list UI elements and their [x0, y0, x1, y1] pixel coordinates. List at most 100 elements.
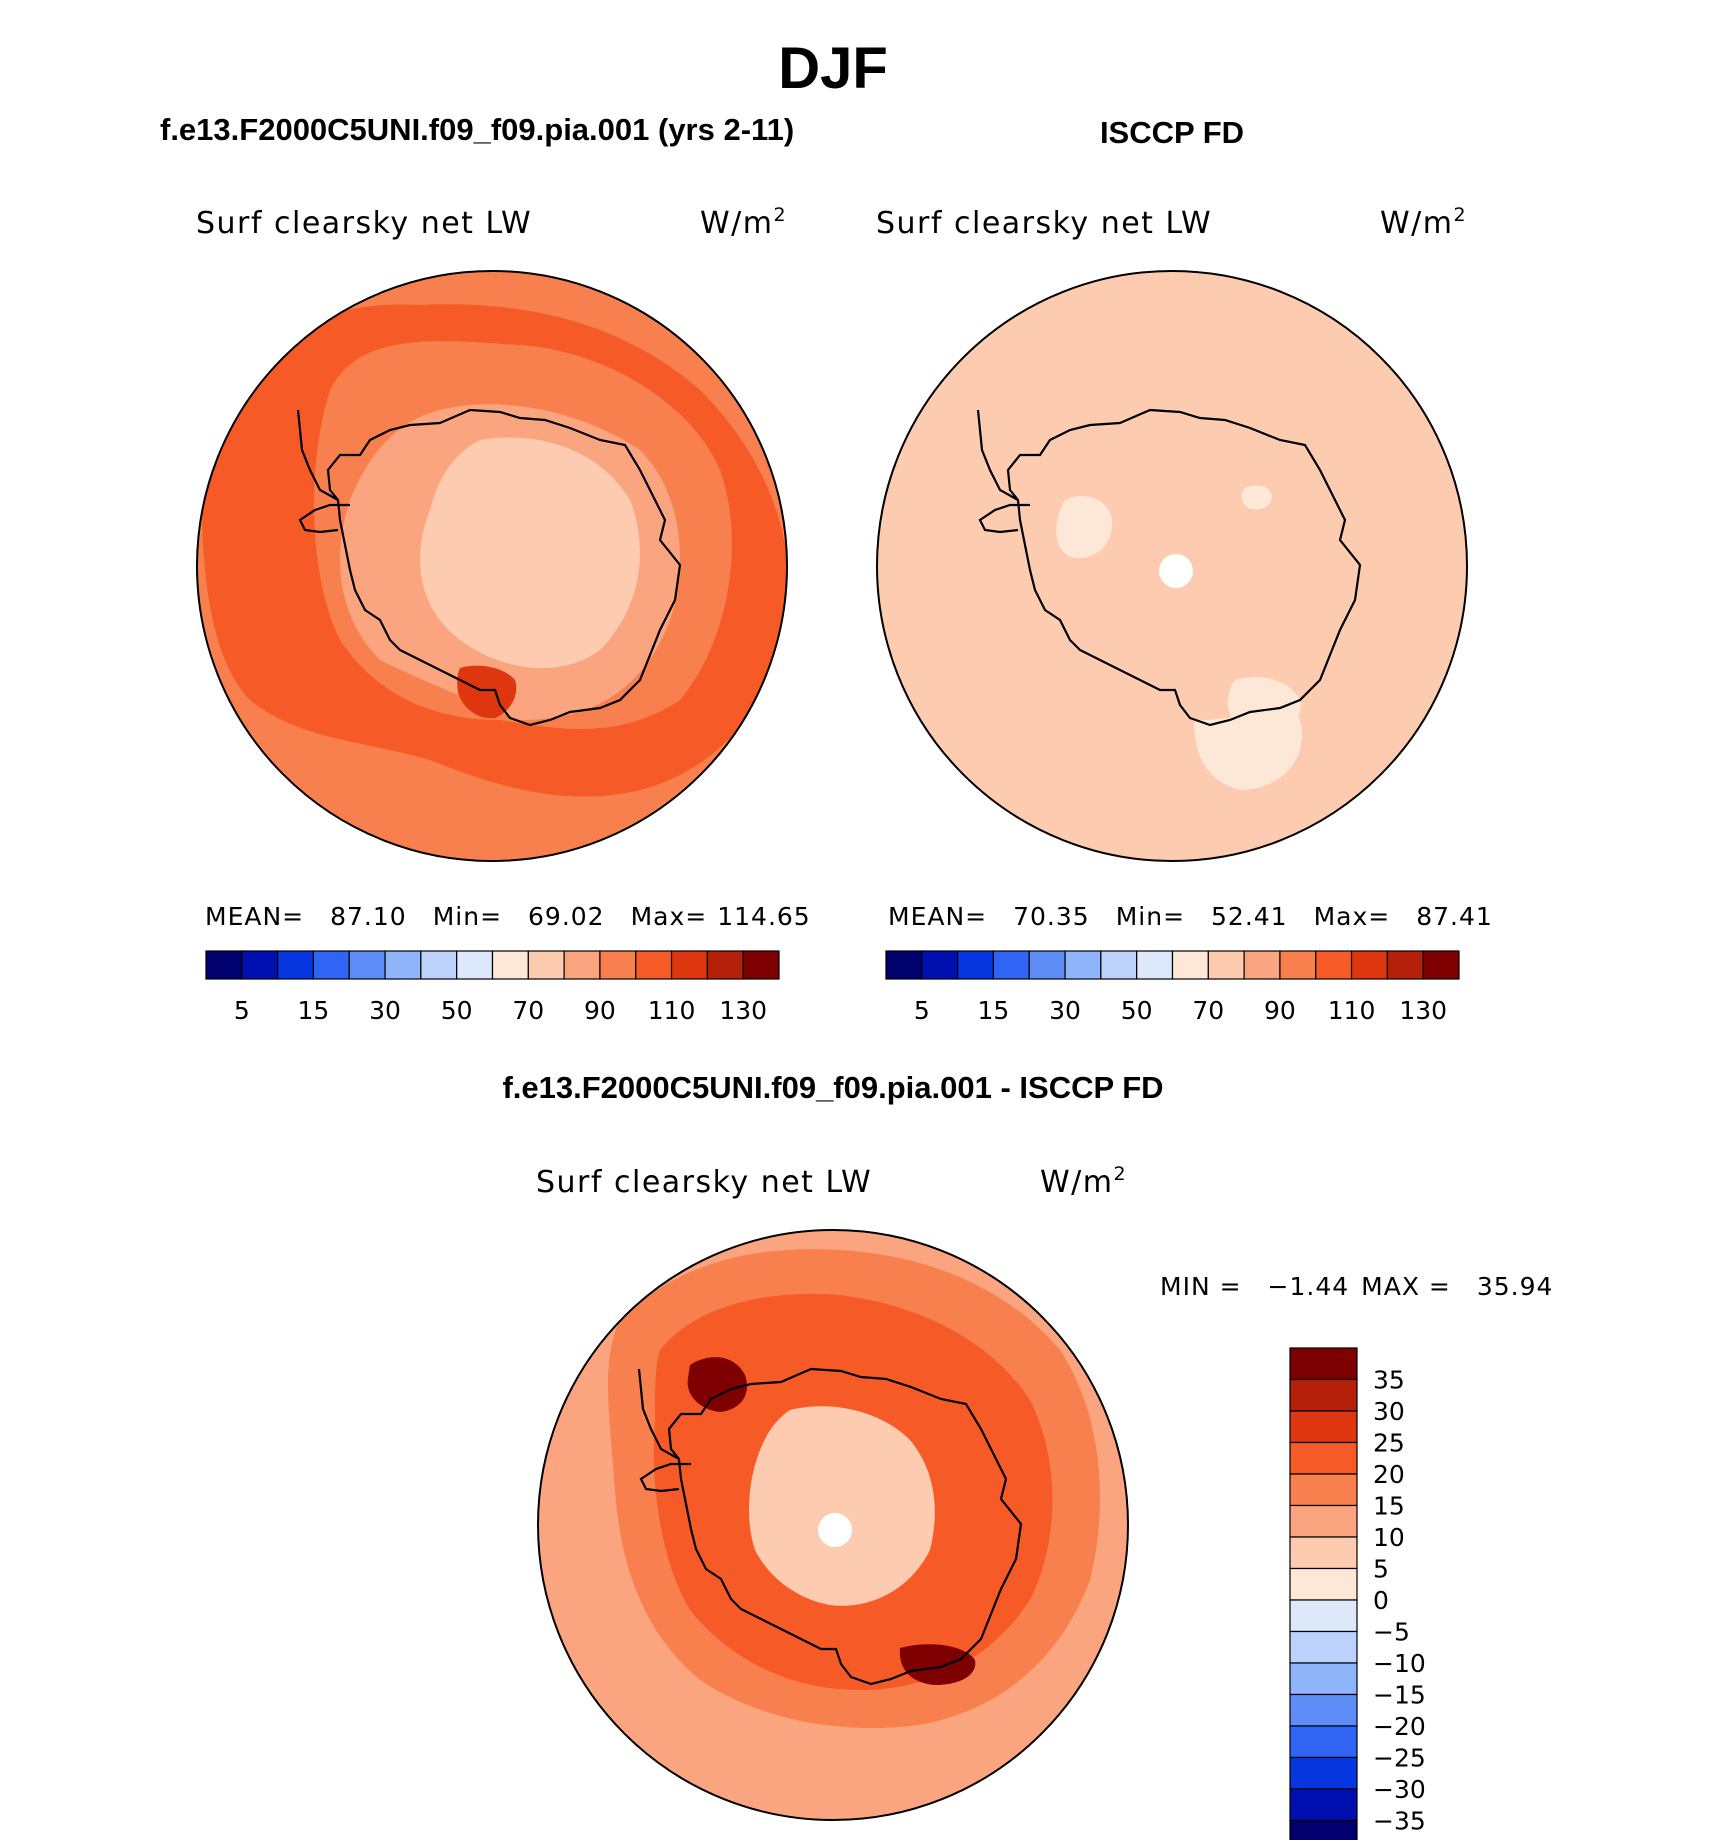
- colorbar-box: [1289, 1378, 1358, 1412]
- pole-hole: [818, 1513, 852, 1547]
- panel-diff-frame: [537, 1229, 1129, 1821]
- colorbar-box: [384, 950, 422, 980]
- colorbar-tick-label: −25: [1373, 1744, 1426, 1773]
- colorbar-box: [241, 950, 279, 980]
- antarctic-peninsula: [296, 409, 339, 501]
- colorbar-box: [1289, 1693, 1358, 1727]
- colorbar-tick-label: 90: [1264, 996, 1296, 1025]
- colorbar-tick-label: −35: [1373, 1807, 1426, 1836]
- colorbar-box: [1171, 950, 1209, 980]
- colorbar-tick-label: 25: [1373, 1429, 1405, 1458]
- colorbar-tick-label: 0: [1373, 1586, 1389, 1615]
- colorbar-tick-label: 70: [512, 996, 544, 1025]
- colorbar-box: [957, 950, 995, 980]
- colorbar-tick-label: 30: [1049, 996, 1081, 1025]
- panel-diff-units: W/m2: [1040, 1163, 1127, 1200]
- colorbar-box: [1289, 1473, 1358, 1507]
- panel-obs-frame: [876, 270, 1468, 862]
- colorbar-box: [312, 950, 350, 980]
- zone-max-spot: [457, 665, 517, 719]
- colorbar-box: [1289, 1599, 1358, 1633]
- colorbar-box: [1289, 1630, 1358, 1664]
- colorbar-box: [742, 950, 780, 980]
- panel-obs-stats: MEAN= 70.35 Min= 52.41 Max= 87.41: [888, 902, 1493, 931]
- colorbar-box: [1289, 1567, 1358, 1601]
- colorbar-tick-label: 15: [298, 996, 330, 1025]
- zone-max-spot: [687, 1357, 976, 1685]
- colorbar-box: [1100, 950, 1138, 980]
- colorbar-tick-label: 30: [369, 996, 401, 1025]
- colorbar-box: [885, 950, 923, 980]
- colorbar-box: [1289, 1504, 1358, 1538]
- colorbar-box: [1289, 1756, 1358, 1790]
- panel-diff-stats: MIN = −1.44 MAX = 35.94: [1160, 1272, 1553, 1301]
- colorbar-tick-label: 50: [1121, 996, 1153, 1025]
- colorbar-tick-label: 20: [1373, 1460, 1405, 1489]
- colorbar-box: [277, 950, 315, 980]
- colorbar-tick-label: 5: [914, 996, 930, 1025]
- zone-interior: [1056, 485, 1301, 735]
- colorbar-box: [1289, 1410, 1358, 1444]
- panel-obs-colorbar: 5 15 30 50 70 90 110 130: [885, 950, 1460, 1025]
- zone-interior: [748, 1406, 935, 1606]
- colorbar-tick-label: 10: [1373, 1523, 1405, 1552]
- colorbar-box: [1350, 950, 1388, 980]
- panel-model-units: W/m2: [700, 204, 787, 241]
- colorbar-tick-label: 5: [234, 996, 250, 1025]
- colorbar-box: [1289, 1347, 1358, 1381]
- colorbar-box: [1136, 950, 1174, 980]
- panel-model-stats: MEAN= 87.10 Min= 69.02 Max= 114.65: [205, 902, 811, 931]
- colorbar-box: [992, 950, 1030, 980]
- panel-model-colorbar: 5 15 30 50 70 90 110 130: [205, 950, 780, 1025]
- colorbar-tick-label: 110: [1328, 996, 1376, 1025]
- colorbar-box: [456, 950, 494, 980]
- colorbar-tick-label: −15: [1373, 1681, 1426, 1710]
- colorbar-tick-label: 15: [1373, 1492, 1405, 1521]
- panel-diff-title: f.e13.F2000C5UNI.f09_f09.pia.001 - ISCCP…: [502, 1070, 1163, 1105]
- colorbar-box: [1028, 950, 1066, 980]
- antarctica-coastline: [639, 1367, 1023, 1686]
- colorbar-box: [706, 950, 744, 980]
- colorbar-tick-label: 130: [1399, 996, 1447, 1025]
- colorbar-box: [1279, 950, 1317, 980]
- colorbar-tick-label: −20: [1373, 1712, 1426, 1741]
- colorbar-box: [670, 950, 708, 980]
- colorbar-box: [1289, 1662, 1358, 1696]
- colorbar-tick-label: 70: [1192, 996, 1224, 1025]
- panel-obs-units: W/m2: [1380, 204, 1467, 241]
- colorbar-tick-label: 50: [441, 996, 473, 1025]
- colorbar-tick-label: 15: [978, 996, 1010, 1025]
- colorbar-tick-label: −10: [1373, 1649, 1426, 1678]
- colorbar-box: [420, 950, 458, 980]
- panel-model-map: [197, 271, 787, 861]
- panel-model: f.e13.F2000C5UNI.f09_f09.pia.001 (yrs 2-…: [160, 112, 811, 1025]
- colorbar-box: [1289, 1819, 1358, 1840]
- colorbar-tick-label: −30: [1373, 1775, 1426, 1804]
- zone-interior: [420, 437, 640, 669]
- zone-coast: [1044, 412, 1360, 720]
- antarctica-coastline: [978, 408, 1362, 727]
- panel-obs-variable: Surf clearsky net LW: [876, 206, 1212, 241]
- colorbar-box: [635, 950, 673, 980]
- colorbar-box: [1289, 1441, 1358, 1475]
- main-title: DJF: [778, 36, 888, 101]
- colorbar-box: [921, 950, 959, 980]
- colorbar-tick-label: −5: [1373, 1618, 1410, 1647]
- colorbar-tick-label: 35: [1373, 1366, 1405, 1395]
- colorbar-box: [348, 950, 386, 980]
- colorbar-box: [599, 950, 637, 980]
- colorbar-tick-label: 130: [719, 996, 767, 1025]
- colorbar-tick-label: 30: [1373, 1397, 1405, 1426]
- panel-model-title: f.e13.F2000C5UNI.f09_f09.pia.001 (yrs 2-…: [160, 112, 794, 147]
- colorbar-box: [1289, 1788, 1358, 1822]
- antarctic-peninsula: [637, 1368, 680, 1460]
- zone-ocean-mid: [885, 300, 1137, 760]
- panel-obs: ISCCP FD Surf clearsky net LW W/m2 MEAN=…: [876, 115, 1493, 1025]
- panel-diff-map: [538, 1230, 1128, 1820]
- colorbar-tick-label: 90: [584, 996, 616, 1025]
- colorbar-box: [491, 950, 529, 980]
- panel-diff: f.e13.F2000C5UNI.f09_f09.pia.001 - ISCCP…: [502, 1070, 1553, 1840]
- colorbar-box: [1386, 950, 1424, 980]
